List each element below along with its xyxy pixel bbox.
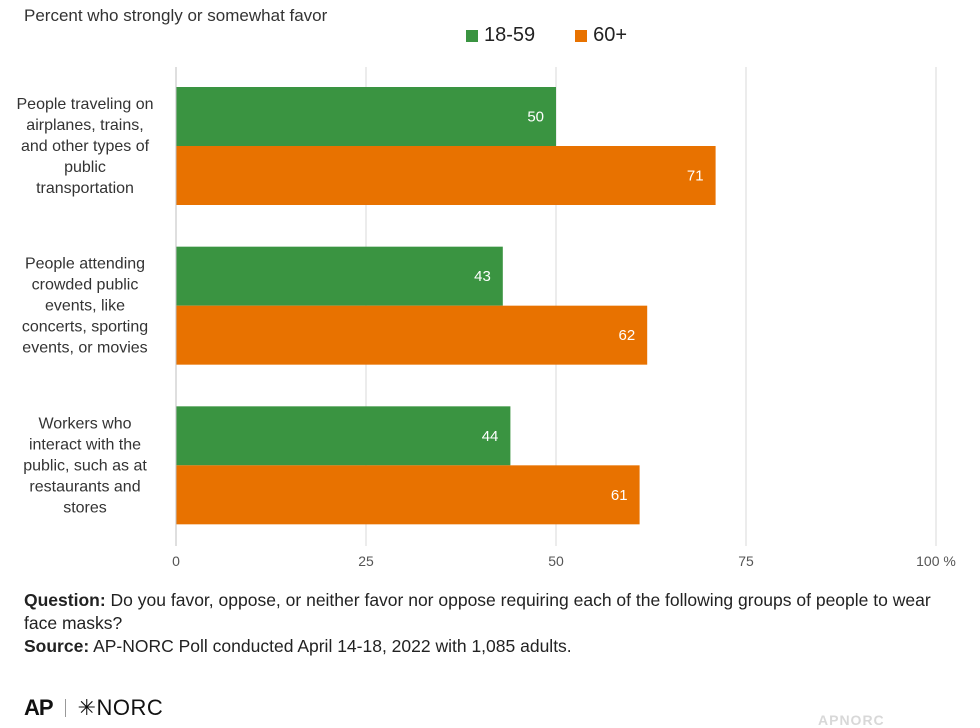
x-tick-label-100: 100 %: [916, 553, 956, 569]
category-label-2-line-3: restaurants and: [29, 478, 140, 495]
question-text: Do you favor, oppose, or neither favor n…: [24, 590, 931, 633]
source-line: Source: AP-NORC Poll conducted April 14-…: [24, 635, 964, 658]
category-label-2-line-0: Workers who: [38, 415, 131, 432]
bar-60-plus-0: [176, 146, 716, 205]
legend-label-18-59: 18-59: [484, 24, 536, 46]
norc-logo: ✳NORC: [77, 695, 164, 720]
bar-18-59-1: [176, 246, 503, 306]
faint-watermark: APNORC: [818, 712, 885, 728]
legend-swatch-60-plus: [575, 29, 588, 42]
source-text: AP-NORC Poll conducted April 14-18, 2022…: [93, 636, 572, 656]
category-label-2-line-1: interact with the: [29, 436, 141, 453]
bar-60-plus-2: [176, 465, 640, 525]
category-label-1-line-1: crowded public: [32, 277, 139, 294]
legend-item-18-59: 18-59: [466, 24, 535, 47]
logo-bar: AP ✳NORC: [24, 695, 163, 721]
bar-value-60-plus-1: 62: [619, 327, 636, 344]
bar-18-59-0: [176, 87, 556, 146]
x-tick-label-25: 25: [358, 553, 374, 569]
bar-chart: 0 25 50 75 100 % 50 71 People traveling on airpl…: [17, 67, 956, 569]
x-tick-label-75: 75: [738, 553, 754, 569]
category-label-1-line-4: events, or movies: [22, 340, 147, 357]
legend-item-60-plus: 60+: [575, 24, 627, 47]
bar-18-59-2: [176, 406, 511, 466]
question-line: Question: Do you favor, oppose, or neith…: [24, 589, 964, 635]
bar-value-60-plus-0: 71: [687, 168, 704, 185]
logo-divider: [64, 699, 66, 717]
x-tick-label-0: 0: [172, 553, 180, 569]
chart-footnote: Question: Do you favor, oppose, or neith…: [24, 589, 964, 658]
category-label-0-line-3: public: [64, 159, 106, 176]
category-label-0-line-2: and other types of: [21, 138, 150, 155]
question-label: Question:: [24, 590, 106, 610]
bar-value-60-plus-2: 61: [611, 487, 628, 504]
category-label-0-line-4: transportation: [36, 180, 134, 197]
legend-swatch-18-59: [466, 29, 478, 42]
category-label-1-line-3: concerts, sporting: [22, 319, 148, 336]
category-label-1-line-0: People attending: [25, 256, 145, 273]
chart-legend: 18-59 60+: [466, 24, 627, 47]
bar-value-18-59-0: 50: [527, 109, 544, 126]
category-label-2-line-2: public, such as at: [23, 457, 147, 474]
bar-value-18-59-1: 43: [474, 268, 491, 285]
category-label-0-line-0: People traveling on: [17, 96, 154, 113]
ap-logo: AP: [24, 695, 54, 720]
bar-60-plus-1: [176, 305, 648, 365]
x-tick-label-50: 50: [548, 553, 564, 569]
category-label-0-line-1: airplanes, trains,: [26, 117, 143, 134]
category-label-2-line-4: stores: [63, 499, 107, 516]
chart-subtitle: Percent who strongly or somewhat favor: [24, 6, 328, 25]
source-label: Source:: [24, 636, 90, 656]
legend-label-60-plus: 60+: [593, 24, 628, 46]
category-label-1-line-2: events, like: [45, 298, 125, 315]
bar-value-18-59-2: 44: [482, 428, 499, 445]
